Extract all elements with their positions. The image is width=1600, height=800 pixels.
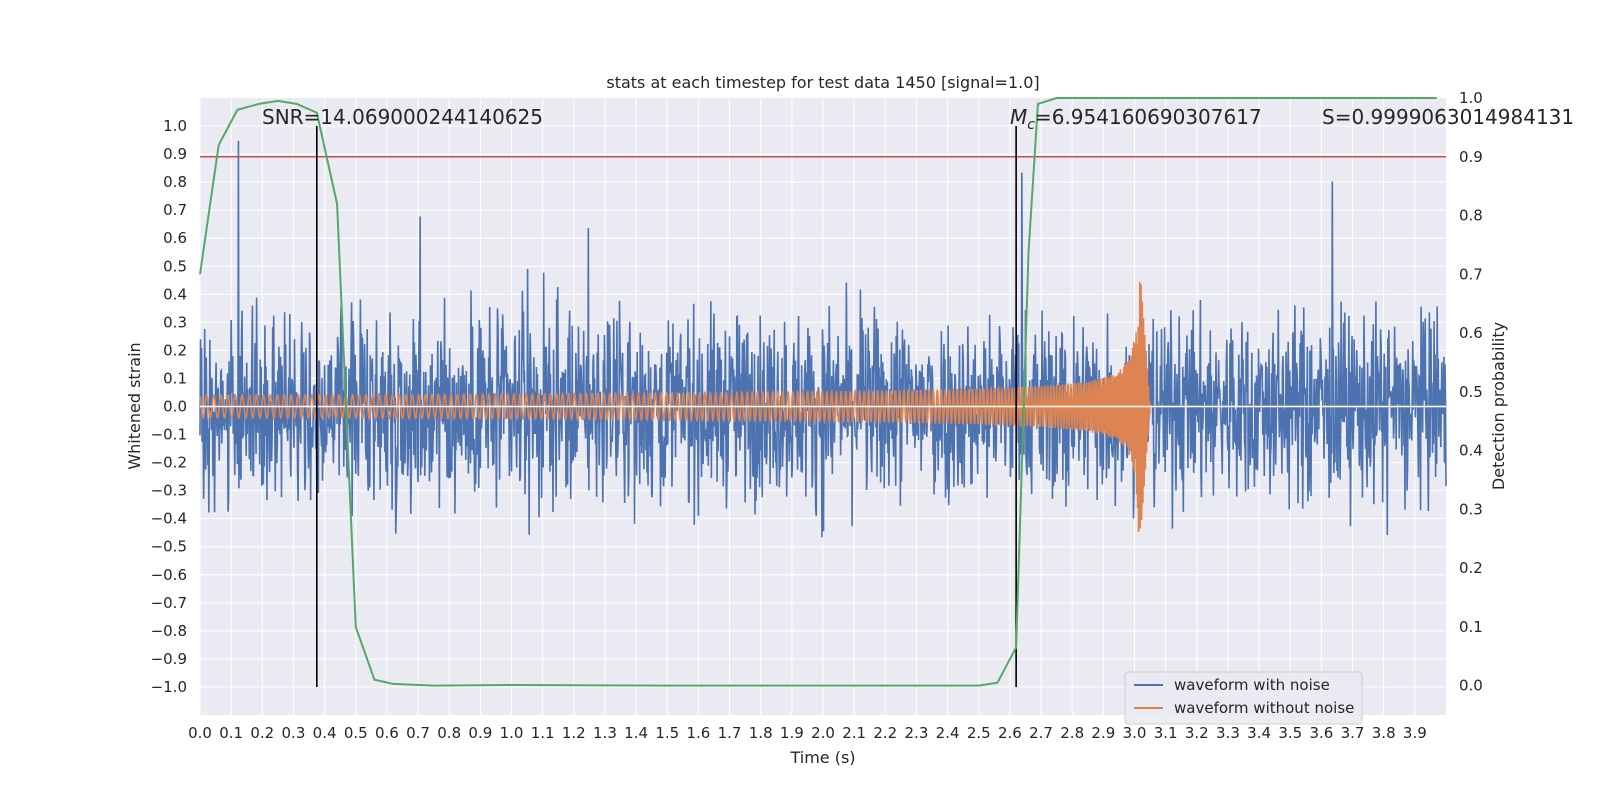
x-tick-label: 0.7 <box>406 724 430 742</box>
y-ticks: 1.0 0.9 0.8 0.7 0.6 0.5 0.4 0.3 0.2 0.1 0.0 −0.1 −0.… <box>151 117 187 696</box>
y2-tick-label: 0.1 <box>1459 618 1483 636</box>
y-tick-label: 0.9 <box>163 145 187 163</box>
s-annotation: S=0.9999063014984131 <box>1322 105 1574 129</box>
x-tick-label: 1.4 <box>624 724 648 742</box>
x-tick-label: 3.7 <box>1341 724 1365 742</box>
x-tick-label: 1.1 <box>531 724 555 742</box>
mc-subscript: c <box>1027 117 1035 133</box>
x-tick-label: 1.7 <box>718 724 742 742</box>
x-tick-label: 2.6 <box>998 724 1022 742</box>
y2-tick-label: 0.4 <box>1459 442 1483 460</box>
y-tick-label: 0.8 <box>163 173 187 191</box>
x-tick-label: 2.0 <box>811 724 835 742</box>
y2-tick-label: 0.7 <box>1459 265 1483 283</box>
x-tick-label: 0.3 <box>282 724 306 742</box>
x-tick-label: 3.6 <box>1309 724 1333 742</box>
x-tick-label: 3.3 <box>1216 724 1240 742</box>
y2-tick-label: 0.0 <box>1459 677 1483 695</box>
x-tick-label: 2.2 <box>873 724 897 742</box>
noise-line <box>199 140 1447 538</box>
y-tick-label: −0.6 <box>151 566 187 584</box>
snr-annotation: SNR=14.069000244140625 <box>262 105 543 129</box>
noise-series <box>199 140 1447 538</box>
overlays <box>200 126 1446 687</box>
x-tick-label: 2.9 <box>1091 724 1115 742</box>
x-tick-label: 2.8 <box>1060 724 1084 742</box>
y-tick-label: −0.5 <box>151 538 187 556</box>
x-tick-label: 3.8 <box>1372 724 1396 742</box>
x-tick-label: 2.1 <box>842 724 866 742</box>
x-tick-label: 3.9 <box>1403 724 1427 742</box>
x-tick-label: 0.8 <box>437 724 461 742</box>
x-tick-label: 1.6 <box>686 724 710 742</box>
y-tick-label: 0.2 <box>163 341 187 359</box>
y2-tick-label: 1.0 <box>1459 89 1483 107</box>
y-tick-label: −1.0 <box>151 678 187 696</box>
y-tick-label: −0.3 <box>151 482 187 500</box>
y2-tick-label: 0.8 <box>1459 207 1483 225</box>
y2-tick-label: 0.3 <box>1459 500 1483 518</box>
x-tick-label: 0.2 <box>250 724 274 742</box>
x-tick-label: 3.2 <box>1185 724 1209 742</box>
probability-line <box>199 97 1437 687</box>
x-tick-label: 3.5 <box>1278 724 1302 742</box>
x-tick-label: 0.5 <box>344 724 368 742</box>
y-tick-label: −0.2 <box>151 454 187 472</box>
x-tick-label: 0.4 <box>313 724 337 742</box>
x-tick-label: 2.3 <box>905 724 929 742</box>
probability-series <box>199 97 1437 687</box>
y2-tick-label: 0.5 <box>1459 383 1483 401</box>
y-axis-label: Whitened strain <box>125 342 144 469</box>
legend-chirp-label: waveform without noise <box>1174 699 1354 717</box>
x-tick-label: 1.0 <box>500 724 524 742</box>
y2-axis-label: Detection probability <box>1489 322 1508 490</box>
y2-ticks: 1.0 0.9 0.8 0.7 0.6 0.5 0.4 0.3 0.2 0.1 0.0 <box>1459 89 1483 695</box>
x-tick-label: 0.1 <box>219 724 243 742</box>
x-tick-label: 2.4 <box>936 724 960 742</box>
mc-value: =6.954160690307617 <box>1035 105 1262 129</box>
chart-title: stats at each timestep for test data 145… <box>606 73 1039 92</box>
x-tick-label: 3.0 <box>1123 724 1147 742</box>
x-tick-label: 0.0 <box>188 724 212 742</box>
y-tick-label: 1.0 <box>163 117 187 135</box>
x-tick-label: 3.4 <box>1247 724 1271 742</box>
y-tick-label: −0.1 <box>151 426 187 444</box>
legend: waveform with noise waveform without noi… <box>1124 671 1363 725</box>
mc-annotation: Mc=6.954160690307617 <box>1010 105 1262 133</box>
x-tick-label: 3.1 <box>1154 724 1178 742</box>
x-tick-label: 2.5 <box>967 724 991 742</box>
y-tick-label: 0.4 <box>163 285 187 303</box>
x-axis-label: Time (s) <box>789 748 855 767</box>
y-tick-label: 0.0 <box>163 398 187 416</box>
y2-tick-label: 0.2 <box>1459 559 1483 577</box>
y-tick-label: −0.9 <box>151 650 187 668</box>
y-tick-label: 0.7 <box>163 201 187 219</box>
x-tick-label: 2.7 <box>1029 724 1053 742</box>
x-tick-label: 0.6 <box>375 724 399 742</box>
y-tick-label: −0.4 <box>151 510 187 528</box>
y-tick-label: 0.6 <box>163 229 187 247</box>
x-tick-label: 0.9 <box>468 724 492 742</box>
legend-box <box>1124 671 1363 725</box>
x-ticks: 0.0 0.1 0.2 0.3 0.4 0.5 0.6 0.7 0.8 0.9 1.0 1.1 1.2 1… <box>188 724 1427 742</box>
y-tick-label: 0.1 <box>163 369 187 387</box>
y-tick-label: −0.8 <box>151 622 187 640</box>
x-tick-label: 1.2 <box>562 724 586 742</box>
legend-noise-label: waveform with noise <box>1174 676 1330 694</box>
x-tick-label: 1.3 <box>593 724 617 742</box>
mc-symbol: M <box>1010 105 1027 129</box>
y-tick-label: 0.3 <box>163 313 187 331</box>
y2-tick-label: 0.9 <box>1459 148 1483 166</box>
y-tick-label: 0.5 <box>163 257 187 275</box>
x-tick-label: 1.8 <box>749 724 773 742</box>
x-tick-label: 1.9 <box>780 724 804 742</box>
y-tick-label: −0.7 <box>151 594 187 612</box>
x-tick-label: 1.5 <box>655 724 679 742</box>
y2-tick-label: 0.6 <box>1459 324 1483 342</box>
